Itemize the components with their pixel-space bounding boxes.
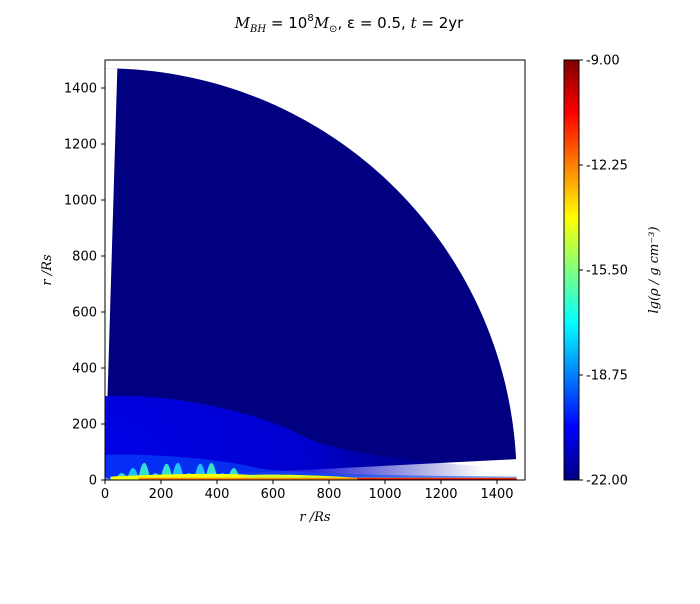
equator-red	[357, 478, 517, 480]
y-axis: 0 200 400 600 800 1000 1200 1400	[64, 82, 105, 489]
x-axis: 0 200 400 600 800 1000 1200 1400	[101, 480, 514, 502]
x-tick-label: 1000	[368, 487, 401, 502]
y-tick-label: 1000	[64, 194, 97, 209]
y-tick-label: 600	[72, 306, 97, 321]
colorbar-tick-label: -15.50	[586, 264, 628, 279]
x-tick-label: 600	[261, 487, 286, 502]
density-wedge	[105, 68, 517, 480]
plot-area	[105, 68, 517, 480]
x-tick-label: 1200	[424, 487, 457, 502]
y-tick-label: 0	[89, 474, 97, 489]
y-tick-label: 200	[72, 418, 97, 433]
axes-frame	[104, 59, 526, 481]
x-tick-label: 1400	[480, 487, 513, 502]
y-tick-label: 1400	[64, 82, 97, 97]
envelope-region	[105, 395, 517, 480]
y-axis-label: r /Rs	[40, 254, 55, 286]
x-tick-label: 0	[101, 487, 109, 502]
colorbar-tick-label: -18.75	[586, 369, 628, 384]
x-tick-label: 200	[149, 487, 174, 502]
colorbar	[563, 59, 580, 481]
colorbar-ticks: -9.00 -12.25 -15.50 -18.75 -22.00	[579, 54, 628, 489]
y-tick-label: 400	[72, 362, 97, 377]
x-axis-label: r /Rs	[299, 510, 331, 525]
domain-mask	[105, 68, 118, 480]
colorbar-tick-label: -9.00	[586, 54, 620, 69]
colorbar-tick-label: -22.00	[586, 474, 628, 489]
y-tick-label: 1200	[64, 138, 97, 153]
chart-title: MBH = 108M⊙, ε = 0.5, t = 2yr	[234, 13, 464, 35]
y-tick-label: 800	[72, 250, 97, 265]
colorbar-tick-label: -12.25	[586, 159, 628, 174]
x-tick-label: 400	[205, 487, 230, 502]
colorbar-label: lg(ρ / g cm⁻³)	[647, 226, 662, 313]
x-tick-label: 800	[317, 487, 342, 502]
equator-orange	[138, 477, 517, 480]
